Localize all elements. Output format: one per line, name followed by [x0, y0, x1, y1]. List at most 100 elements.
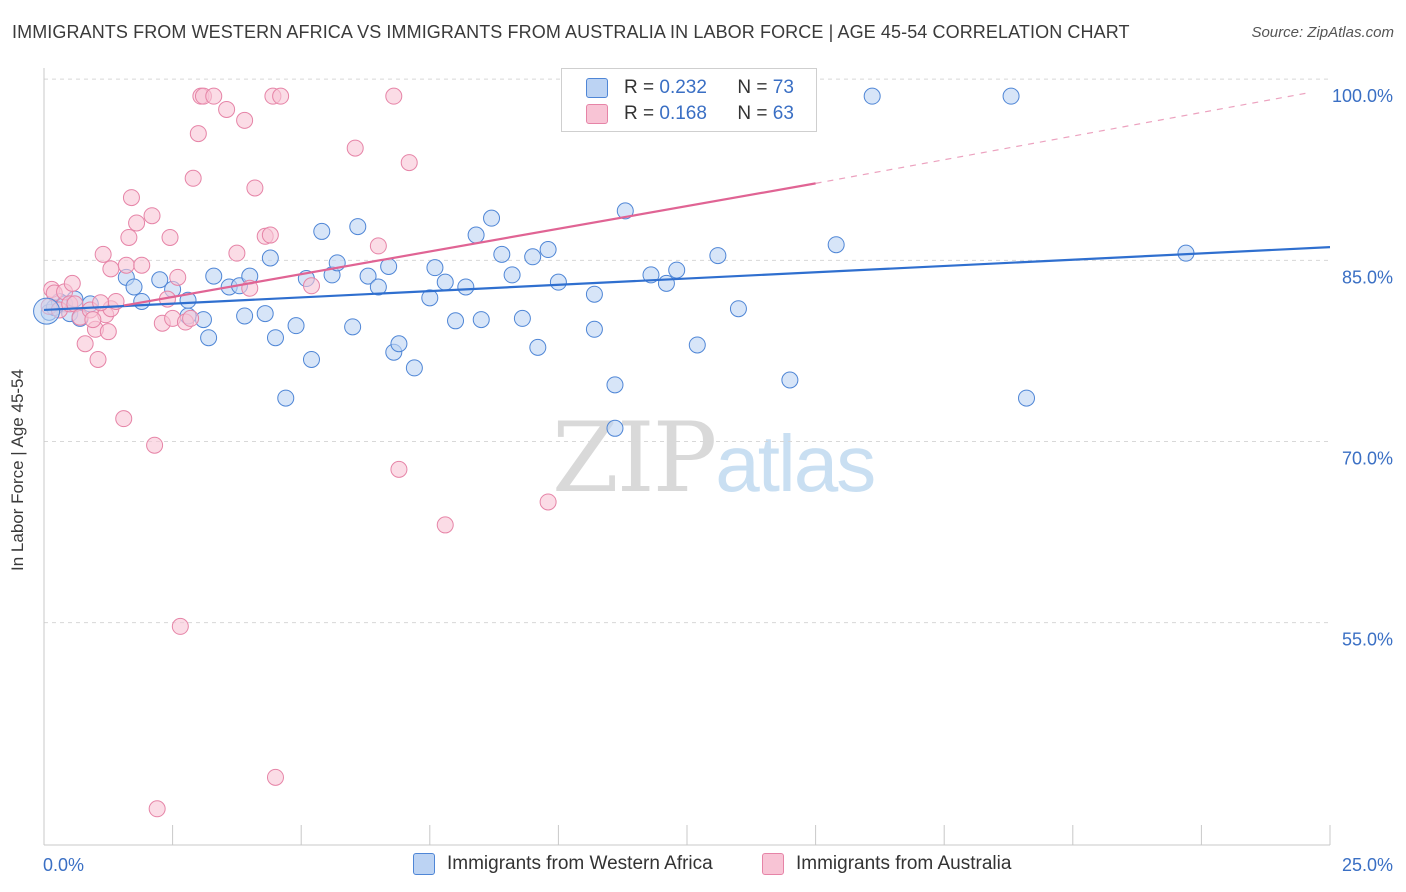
- point-western-africa: [266, 329, 284, 347]
- point-australia: [128, 214, 146, 232]
- point-western-africa: [585, 285, 603, 303]
- point-australia: [400, 154, 418, 172]
- trend-line-australia: [123, 182, 816, 307]
- point-australia: [228, 244, 246, 262]
- point-western-africa: [524, 248, 542, 266]
- point-australia: [120, 228, 138, 246]
- legend-swatch-blue: [586, 78, 608, 98]
- trend-line-western-africa: [43, 246, 1331, 312]
- point-western-africa: [493, 245, 511, 263]
- watermark-zip: ZIP: [552, 402, 717, 514]
- point-australia: [169, 268, 187, 286]
- legend-n-label: N =: [737, 103, 768, 124]
- source-credit: Source: ZipAtlas.com: [1251, 24, 1394, 41]
- point-australia: [261, 226, 279, 244]
- point-australia: [133, 256, 151, 274]
- point-australia: [272, 87, 290, 105]
- legend-n-value: 73: [772, 77, 794, 98]
- x-tick-label: 25.0%: [1342, 855, 1393, 875]
- point-australia: [161, 228, 179, 246]
- point-australia: [385, 87, 403, 105]
- point-western-africa: [606, 376, 624, 394]
- point-western-africa: [467, 226, 485, 244]
- point-australia: [89, 350, 107, 368]
- point-western-africa: [827, 236, 845, 254]
- point-western-africa: [503, 266, 521, 284]
- point-western-africa: [447, 312, 465, 330]
- point-western-africa: [236, 307, 254, 325]
- legend-n-value: 63: [772, 103, 794, 124]
- point-australia: [246, 179, 264, 197]
- point-western-africa: [205, 267, 223, 285]
- point-western-africa: [421, 289, 439, 307]
- bottom-legend-label: Immigrants from Western Africa: [447, 853, 713, 874]
- point-western-africa: [125, 278, 143, 296]
- legend-r-value: 0.232: [659, 77, 707, 98]
- chart-title: IMMIGRANTS FROM WESTERN AFRICA VS IMMIGR…: [12, 22, 1130, 42]
- point-western-africa: [302, 350, 320, 368]
- point-western-africa: [313, 222, 331, 240]
- legend-r-label: R =: [624, 77, 655, 98]
- point-western-africa: [179, 291, 197, 309]
- bottom-legend-swatch-pink: [762, 853, 784, 875]
- watermark: ZIPatlas: [552, 402, 876, 514]
- point-western-africa: [344, 318, 362, 336]
- y-tick-label: 55.0%: [1342, 630, 1393, 650]
- point-australia: [236, 111, 254, 129]
- point-western-africa: [369, 278, 387, 296]
- point-australia: [182, 309, 200, 327]
- y-tick-label: 70.0%: [1342, 449, 1393, 469]
- legend-row-western-africa: R = 0.232 N = 73: [586, 76, 794, 100]
- point-australia: [539, 493, 557, 511]
- point-australia: [390, 460, 408, 478]
- point-western-africa: [277, 389, 295, 407]
- point-australia: [218, 100, 236, 118]
- legend-r-value: 0.168: [659, 103, 707, 124]
- point-western-africa: [426, 259, 444, 277]
- point-australia: [76, 335, 94, 353]
- point-western-africa: [380, 257, 398, 275]
- point-australia: [117, 256, 135, 274]
- point-australia: [102, 260, 120, 278]
- point-western-africa: [539, 241, 557, 259]
- point-australia: [94, 245, 112, 263]
- point-australia: [99, 323, 117, 341]
- point-australia: [302, 277, 320, 295]
- y-axis-label-wrap: In Labor Force | Age 45-54: [8, 369, 38, 571]
- legend-n-label: N =: [737, 77, 768, 98]
- point-western-africa: [405, 359, 423, 377]
- trend-line-australia-dashed: [815, 91, 1311, 184]
- watermark-atlas: atlas: [715, 419, 876, 508]
- point-australia: [266, 768, 284, 786]
- legend-r-label: R =: [624, 103, 655, 124]
- point-western-africa: [657, 274, 675, 292]
- point-australia: [122, 189, 140, 207]
- point-western-africa: [457, 278, 475, 296]
- point-western-africa-cluster: [33, 297, 61, 325]
- y-tick-label: 100.0%: [1332, 86, 1393, 106]
- point-western-africa: [549, 273, 567, 291]
- point-western-africa: [642, 266, 660, 284]
- point-australia: [189, 125, 207, 143]
- point-western-africa: [436, 273, 454, 291]
- legend-swatch-pink: [586, 104, 608, 124]
- point-western-africa: [709, 247, 727, 265]
- point-western-africa: [513, 309, 531, 327]
- point-western-africa: [261, 249, 279, 267]
- y-tick-label: 85.0%: [1342, 267, 1393, 287]
- point-australia: [436, 516, 454, 534]
- point-western-africa: [349, 218, 367, 236]
- correlation-legend: R = 0.232 N = 73 R = 0.168 N = 63: [561, 68, 817, 132]
- point-western-africa: [529, 338, 547, 356]
- point-australia: [84, 311, 102, 329]
- y-axis-label: In Labor Force | Age 45-54: [8, 369, 27, 571]
- bottom-legend-australia: Immigrants from Australia: [762, 852, 1011, 876]
- point-australia: [63, 274, 81, 292]
- point-western-africa: [256, 305, 274, 323]
- point-western-africa: [390, 335, 408, 353]
- point-western-africa: [781, 371, 799, 389]
- point-western-africa: [688, 336, 706, 354]
- point-australia: [369, 237, 387, 255]
- legend-row-australia: R = 0.168 N = 63: [586, 102, 794, 126]
